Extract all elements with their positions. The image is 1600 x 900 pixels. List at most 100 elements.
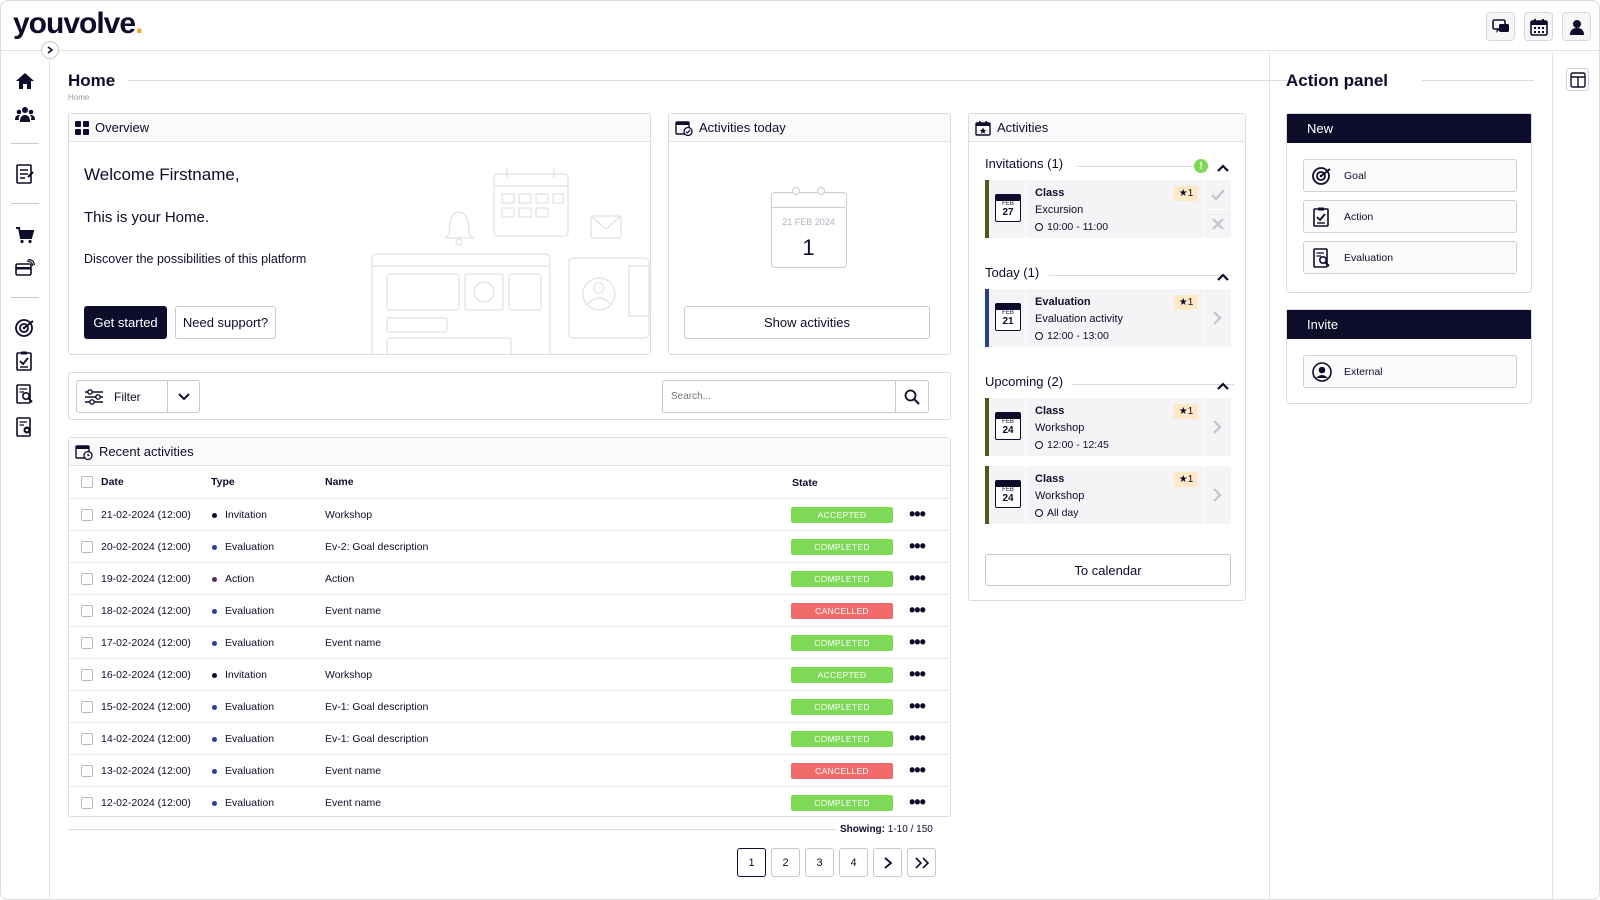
evaluation-icon[interactable]	[11, 380, 39, 408]
row-checkbox[interactable]	[81, 509, 93, 521]
row-checkbox[interactable]	[81, 765, 93, 777]
need-support-button[interactable]: Need support?	[175, 306, 276, 339]
more-options-icon[interactable]: •••	[909, 728, 926, 748]
activity-item[interactable]: FEB 27 Class Excursion 10:00 - 11:00 ★ 1	[985, 180, 1232, 238]
chevron-right-icon[interactable]	[1203, 289, 1231, 347]
row-name: Workshop	[325, 669, 373, 681]
star-rating-badge: ★ 1	[1174, 404, 1198, 419]
recent-activities-header: Recent activities	[69, 438, 950, 466]
chevron-right-icon[interactable]	[1203, 466, 1231, 524]
show-activities-button[interactable]: Show activities	[684, 306, 930, 339]
more-options-icon[interactable]: •••	[909, 600, 926, 620]
page-2-button[interactable]: 2	[771, 848, 800, 877]
new-action-button[interactable]: Action	[1303, 200, 1517, 233]
home-icon[interactable]	[11, 67, 39, 95]
activity-title: Class	[1035, 473, 1065, 485]
calendar-icon[interactable]	[1524, 12, 1553, 41]
row-checkbox[interactable]	[81, 701, 93, 713]
logo[interactable]: youvolve.	[13, 7, 143, 40]
invite-external-button[interactable]: External	[1303, 355, 1517, 388]
status-badge: COMPLETED	[791, 635, 893, 651]
more-options-icon[interactable]: •••	[909, 504, 926, 524]
table-row[interactable]: 17-02-2024 (12:00) Evaluation Event name CO…	[69, 626, 949, 658]
chevron-up-icon[interactable]	[1217, 268, 1231, 281]
activity-item[interactable]: FEB 24 Class Workshop All day ★ 1	[985, 466, 1231, 524]
chevron-right-icon[interactable]	[1203, 398, 1231, 456]
activity-time: All day	[1035, 507, 1079, 519]
table-row[interactable]: 19-02-2024 (12:00) Action Action COMPLETED •…	[69, 562, 949, 594]
table-row[interactable]: 12-02-2024 (12:00) Evaluation Event name CO…	[69, 786, 949, 818]
breadcrumb[interactable]: Home	[68, 93, 90, 102]
last-page-icon[interactable]	[907, 848, 936, 877]
today-section-header[interactable]: Today (1)	[985, 265, 1040, 280]
table-row[interactable]: 20-02-2024 (12:00) Evaluation Ev-2: Goal d…	[69, 530, 949, 562]
more-options-icon[interactable]: •••	[909, 632, 926, 652]
chevron-up-icon[interactable]	[1217, 377, 1231, 390]
row-checkbox[interactable]	[81, 573, 93, 585]
accept-icon[interactable]	[1210, 181, 1225, 209]
filter-dropdown[interactable]: Filter	[76, 380, 200, 413]
right-rail	[1552, 52, 1599, 899]
table-row[interactable]: 14-02-2024 (12:00) Evaluation Ev-1: Goal d…	[69, 722, 949, 754]
table-row[interactable]: 16-02-2024 (12:00) Invitation Workshop ACCE…	[69, 658, 949, 690]
new-evaluation-button[interactable]: Evaluation	[1303, 241, 1517, 274]
row-name: Action	[325, 573, 355, 585]
new-goal-button[interactable]: Goal	[1303, 159, 1517, 192]
table-row[interactable]: 18-02-2024 (12:00) Evaluation Event name CA…	[69, 594, 949, 626]
row-date: 14-02-2024 (12:00)	[101, 733, 191, 745]
page-3-button[interactable]: 3	[805, 848, 834, 877]
to-calendar-button[interactable]: To calendar	[985, 554, 1231, 586]
select-all-checkbox[interactable]	[81, 476, 93, 488]
more-options-icon[interactable]: •••	[909, 760, 926, 780]
page-title: Home	[68, 71, 116, 90]
shopping-cart-icon[interactable]	[11, 221, 39, 249]
row-name: Ev-2: Goal description	[325, 541, 429, 553]
column-type[interactable]: Type	[211, 476, 235, 488]
row-checkbox[interactable]	[81, 669, 93, 681]
row-checkbox[interactable]	[81, 637, 93, 649]
row-name: Event name	[325, 797, 382, 809]
sidebar-expand-button[interactable]	[41, 41, 59, 59]
more-options-icon[interactable]: •••	[909, 792, 926, 812]
user-profile-icon[interactable]	[1562, 12, 1591, 41]
page-4-button[interactable]: 4	[839, 848, 868, 877]
search-icon[interactable]	[895, 381, 928, 412]
search-input[interactable]	[663, 381, 895, 412]
team-icon[interactable]	[11, 100, 39, 128]
column-state[interactable]: State	[792, 477, 818, 489]
page-1-button[interactable]: 1	[737, 848, 766, 877]
next-page-icon[interactable]	[873, 848, 902, 877]
payment-card-icon[interactable]	[11, 254, 39, 282]
layout-panel-icon[interactable]	[1566, 68, 1589, 91]
more-options-icon[interactable]: •••	[909, 696, 926, 716]
chevron-up-icon[interactable]	[1217, 159, 1231, 172]
more-options-icon[interactable]: •••	[909, 536, 926, 556]
action-checklist-icon[interactable]	[11, 347, 39, 375]
row-checkbox[interactable]	[81, 797, 93, 809]
table-row[interactable]: 21-02-2024 (12:00) Invitation Workshop ACCE…	[69, 498, 949, 530]
more-options-icon[interactable]: •••	[909, 568, 926, 588]
report-settings-icon[interactable]	[11, 413, 39, 441]
row-type: Evaluation	[225, 637, 275, 649]
activity-color-bar	[985, 398, 989, 456]
notes-icon[interactable]	[11, 160, 39, 188]
activity-item[interactable]: FEB 21 Evaluation Evaluation activity 12:00 …	[985, 289, 1231, 347]
get-started-button[interactable]: Get started	[84, 306, 167, 339]
messages-icon[interactable]	[1486, 12, 1515, 41]
column-name[interactable]: Name	[325, 476, 354, 488]
table-row[interactable]: 15-02-2024 (12:00) Evaluation Ev-1: Goal d…	[69, 690, 949, 722]
row-checkbox[interactable]	[81, 733, 93, 745]
invitations-section-header[interactable]: Invitations (1)	[985, 156, 1064, 171]
row-checkbox[interactable]	[81, 541, 93, 553]
table-row[interactable]: 13-02-2024 (12:00) Evaluation Event name CA…	[69, 754, 949, 786]
chevron-down-icon[interactable]	[168, 381, 199, 412]
more-options-icon[interactable]: •••	[909, 664, 926, 684]
row-checkbox[interactable]	[81, 605, 93, 617]
upcoming-section-header[interactable]: Upcoming (2)	[985, 374, 1064, 389]
status-badge: CANCELLED	[791, 763, 893, 779]
type-dot	[212, 609, 217, 614]
column-date[interactable]: Date	[101, 476, 124, 488]
goal-icon[interactable]	[11, 314, 39, 342]
activity-item[interactable]: FEB 24 Class Workshop 12:00 - 12:45 ★ 1	[985, 398, 1231, 456]
decline-icon[interactable]	[1203, 209, 1232, 237]
